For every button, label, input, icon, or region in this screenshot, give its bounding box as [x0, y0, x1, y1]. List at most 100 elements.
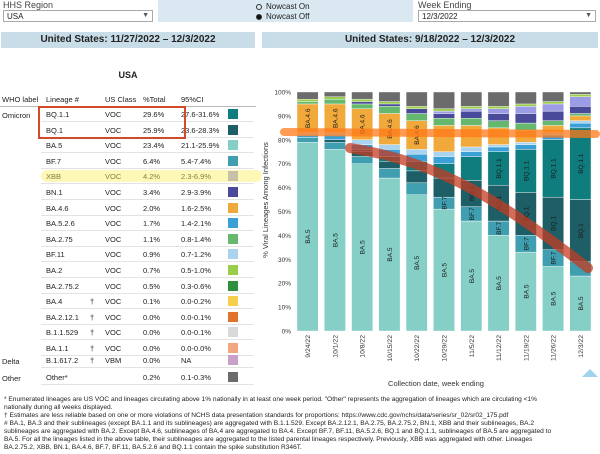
y-tick-label: 90% [278, 113, 291, 120]
bar-segment-other [460, 91, 483, 107]
bar-segment-label: BF.7 [469, 207, 476, 220]
bar-segment-label: BA.5 [414, 255, 421, 269]
bar-segment-label: BA.5 [442, 263, 449, 277]
lineage-color-swatch [228, 280, 238, 291]
bar-segment-bn-1 [378, 103, 401, 107]
footnote-line: BA.2.75.2, XBB, BN.1, BA.4.6, BF.7, BF.1… [4, 444, 302, 451]
bar-segment-ba-5-2-6 [433, 156, 455, 164]
x-tick-label: 10/1/22 [332, 335, 339, 358]
row-divider [41, 277, 254, 278]
table-title: USA [118, 70, 138, 80]
bar-segment-ba-5-2-6 [487, 146, 510, 152]
bar-segment-ba-2 [296, 98, 319, 102]
bar-segment-bn-1 [542, 110, 564, 121]
lineage-cell: Other* [46, 373, 68, 382]
lineage-cell: BQ.1.1 [46, 110, 70, 119]
lineage-cell: BA.4 [46, 297, 63, 307]
table-row: BA.2 VOC 0.7% 0.5-1.0% [0, 263, 254, 278]
us-class-cell: VOC [105, 266, 122, 275]
week-label: Week Ending [418, 0, 472, 10]
us-class-cell: VOC [105, 312, 122, 322]
row-divider [41, 183, 254, 185]
us-class-cell: VOC [105, 110, 122, 119]
bar-segment-ba-2-75 [433, 118, 455, 126]
x-axis: 9/24/22 10/1/22 10/8/22 10/15/22 10/22/22 10/… [305, 335, 585, 362]
nowcast-off-option[interactable]: Nowcast Off [256, 12, 309, 21]
bar-segment-label: BA.5 [469, 269, 476, 283]
header-us-class: US Class [105, 95, 137, 104]
ci-cell: 2.3-6.9% [181, 172, 212, 182]
lineage-cell: BA.2.75.2 [46, 281, 79, 291]
percent-total-cell: 25.9% [143, 125, 165, 135]
bar-segment-label: BF.7 [442, 196, 449, 209]
bar-segment-xbb [514, 106, 537, 114]
bar-segment-bf-7 [405, 182, 428, 195]
percent-total-cell: 2.0% [143, 203, 161, 213]
row-divider [41, 292, 254, 294]
ci-cell: 0.3-0.6% [181, 281, 212, 291]
table-row: XBB VOC 4.2% 2.3-6.9% [0, 169, 254, 185]
table-row: BA.5 VOC 23.4% 21.1-25.9% [0, 138, 254, 154]
group-omicron-label: Omicron [2, 111, 31, 120]
bar-segment-bf-7 [351, 156, 374, 164]
bars-group [296, 91, 592, 332]
ci-cell: 0.0-0.0% [181, 344, 212, 353]
y-axis: 0% 10% 20% 30% 40% 50% 60% 70% 80% 90% 100% [274, 90, 291, 336]
percent-total-cell: 0.0% [143, 312, 161, 322]
nowcast-on-option[interactable]: Nowcast On [256, 2, 310, 11]
lineage-cell: BA.2.75 [46, 234, 73, 244]
us-class-cell: VOC [105, 156, 122, 166]
bar-segment-ba-2-75 [487, 120, 510, 129]
region-select[interactable]: USA ▼ [3, 10, 153, 22]
bar-segment-label: BA.5 [360, 240, 367, 254]
row-divider [41, 199, 254, 200]
row-divider [41, 152, 254, 154]
bar-segment-label: BF.7 [496, 221, 503, 234]
row-divider [41, 230, 254, 232]
y-tick-label: 80% [278, 137, 291, 144]
lineage-color-swatch [228, 355, 238, 365]
bar-segment-ba-2-75 [324, 98, 346, 105]
lineage-cell: BQ.1 [46, 125, 64, 135]
percent-total-cell: 1.1% [143, 234, 161, 244]
bar-segment-bf-11 [460, 146, 483, 152]
bar-segment-label: BF.7 [523, 237, 530, 250]
trend-annotation-orange [280, 128, 600, 138]
row-divider [41, 384, 254, 385]
footnote-line: nationally during all weeks displayed. [4, 404, 113, 411]
percent-total-cell: 1.7% [143, 219, 161, 229]
left-date-banner: United States: 11/27/2022 – 12/3/2022 [1, 32, 255, 48]
group-delta-label: Delta [2, 357, 20, 366]
bar-segment-ba-2-75 [405, 113, 428, 121]
bar-segment-ba-4-6 [569, 115, 592, 121]
x-tick-label: 11/5/22 [469, 335, 476, 357]
row-divider [41, 355, 254, 356]
bar-segment-other [542, 91, 564, 102]
bar-segment-label: BA.5 [551, 291, 558, 305]
bar-segment-label: BQ.1 [523, 206, 530, 221]
lineage-cell: BA.4.6 [46, 203, 69, 213]
bar-segment-label: BQ.1.1 [551, 158, 558, 179]
x-tick-label: 10/8/22 [360, 335, 367, 358]
footnote-line: BA.5. For all the lineages listed in the… [4, 436, 533, 443]
ci-cell: 0.0-0.1% [181, 328, 212, 338]
lineage-table: USA WHO label Lineage # US Class %Total … [0, 66, 262, 390]
week-select[interactable]: 12/3/2022 ▼ [418, 10, 596, 22]
dagger-mark: † [90, 297, 95, 307]
y-axis-label: % Viral Lineages Among Infections [261, 142, 270, 258]
footnotes: * Enumerated lineages are US VOC and lin… [4, 396, 598, 452]
table-row: B.1.617.2 † VBM 0.0% NA [0, 353, 254, 368]
bar-segment-other [514, 91, 537, 105]
footnote-line: † Estimates are less reliable based on o… [4, 412, 509, 419]
table-row: BA.5.2.6 VOC 1.7% 1.4-2.1% [0, 216, 254, 232]
group-other-label: Other [2, 374, 21, 383]
table-row: BA.2.12.1 † VOC 0.0% 0.0-0.1% [0, 310, 254, 325]
bar-segment-bn-1 [460, 110, 483, 119]
header-who-label: WHO label [2, 95, 39, 104]
row-divider [41, 367, 254, 368]
percent-total-cell: 0.0% [143, 328, 161, 338]
radio-unselected-icon [256, 3, 262, 10]
lineage-color-swatch [228, 372, 238, 382]
table-row: BA.1.1 † VOC 0.0% 0.0-0.0% [0, 341, 254, 356]
bar-segment-other [324, 91, 346, 97]
